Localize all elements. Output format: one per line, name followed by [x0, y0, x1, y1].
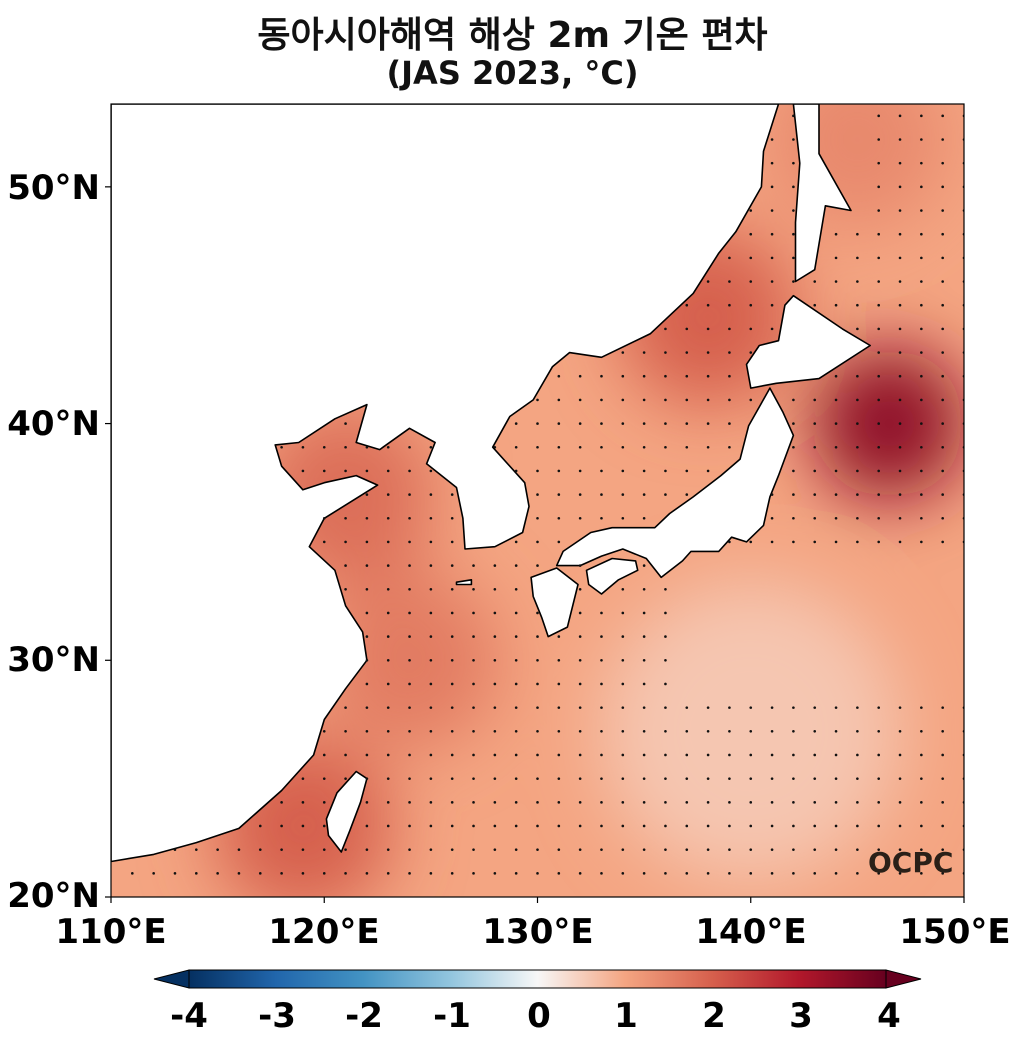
- colorbar-tick-label: 1: [614, 996, 638, 1036]
- x-tick-label: 150°E: [899, 912, 1011, 952]
- colorbar-tick-label: 4: [877, 996, 901, 1036]
- x-tick-label: 120°E: [268, 912, 380, 952]
- colorbar-tick-label: 3: [789, 996, 813, 1036]
- colorbar-tick-label: 2: [702, 996, 726, 1036]
- x-tick-label: 130°E: [482, 912, 594, 952]
- coastline: [792, 104, 852, 283]
- colorbar-extend-max: [885, 969, 922, 989]
- chart-subtitle: (JAS 2023, °C): [386, 54, 639, 92]
- coastline: [530, 567, 579, 638]
- land: [111, 104, 871, 863]
- coastline: [325, 770, 368, 853]
- colorbar-tick-label: -4: [170, 996, 208, 1036]
- ocpc-logo: OCPC: [868, 846, 954, 879]
- colorbar-tick-label: 0: [527, 996, 551, 1036]
- anomaly-hotspot: [814, 348, 964, 499]
- coastline: [585, 557, 639, 595]
- chart-title: 동아시아해역 해상 2m 기온 편차: [257, 15, 768, 56]
- coastline: [745, 294, 871, 389]
- colorbar-tick-label: -3: [258, 996, 296, 1036]
- colorbar-tick-label: -1: [433, 996, 471, 1036]
- plot-area: [111, 104, 964, 897]
- y-tick-label: 50°N: [7, 168, 100, 208]
- y-tick-label: 40°N: [7, 404, 100, 444]
- y-tick-label: 20°N: [7, 876, 100, 916]
- x-tick-label: 140°E: [695, 912, 807, 952]
- colorbar-extend-min: [153, 969, 190, 989]
- coastline: [111, 104, 780, 863]
- coastline: [455, 579, 473, 586]
- coastline: [555, 387, 795, 579]
- x-tick-label: 110°E: [55, 912, 167, 952]
- significance-stipple: [131, 114, 964, 875]
- y-tick-label: 30°N: [7, 640, 100, 680]
- colorbar: [188, 969, 887, 989]
- colorbar-tick-label: -2: [345, 996, 383, 1036]
